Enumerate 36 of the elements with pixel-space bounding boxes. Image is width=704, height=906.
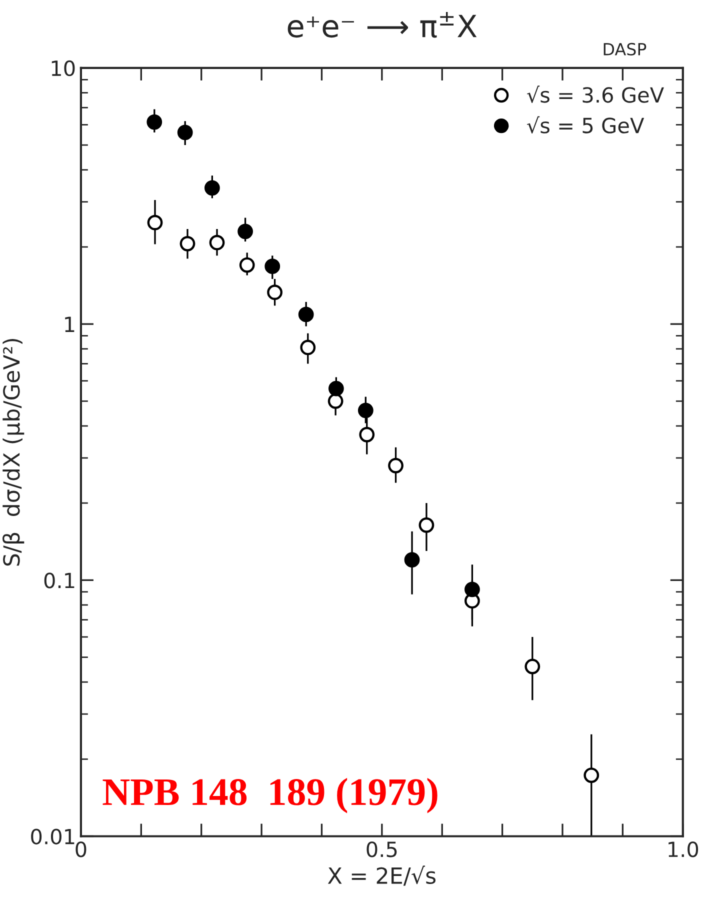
point (388, 458, 404, 474)
point (180, 236, 196, 252)
x-axis-title: X = 2E/√s (328, 866, 436, 886)
point (524, 658, 540, 674)
point (204, 180, 220, 196)
point (359, 426, 375, 442)
point (267, 284, 282, 300)
point (298, 306, 314, 322)
y-tick-label: 1 (65, 316, 74, 332)
point (146, 114, 162, 130)
point (239, 257, 255, 273)
x-tick-label: 1.0 (668, 841, 698, 858)
point (418, 517, 434, 533)
x-tick-label: 0.5 (366, 841, 397, 858)
point (464, 582, 480, 598)
legend-label: √s = 3.6 GeV (526, 86, 664, 103)
y-tick-label: 0.01 (31, 828, 74, 844)
y-tick-label: 0.1 (44, 572, 74, 588)
x-tick-label: 0 (76, 841, 86, 858)
point (177, 124, 193, 140)
annotation: NPB 148 189 (1979) (102, 778, 438, 814)
point (584, 768, 600, 783)
y-axis-title: S/β dσ/dX (μb/GeV²) (2, 338, 24, 566)
point (147, 214, 163, 230)
text: DASP (604, 42, 646, 56)
point (328, 393, 344, 409)
legend-label: √s = 5 GeV (526, 116, 644, 134)
point (300, 340, 316, 356)
point (209, 234, 225, 250)
point (358, 402, 374, 418)
y-tick-label: 10 (52, 60, 75, 76)
point (264, 258, 280, 274)
point (328, 380, 344, 396)
point (404, 552, 420, 568)
chart-title: e⁺e⁻ ⟶ π$^{±}$X (288, 12, 477, 38)
point (238, 224, 253, 240)
